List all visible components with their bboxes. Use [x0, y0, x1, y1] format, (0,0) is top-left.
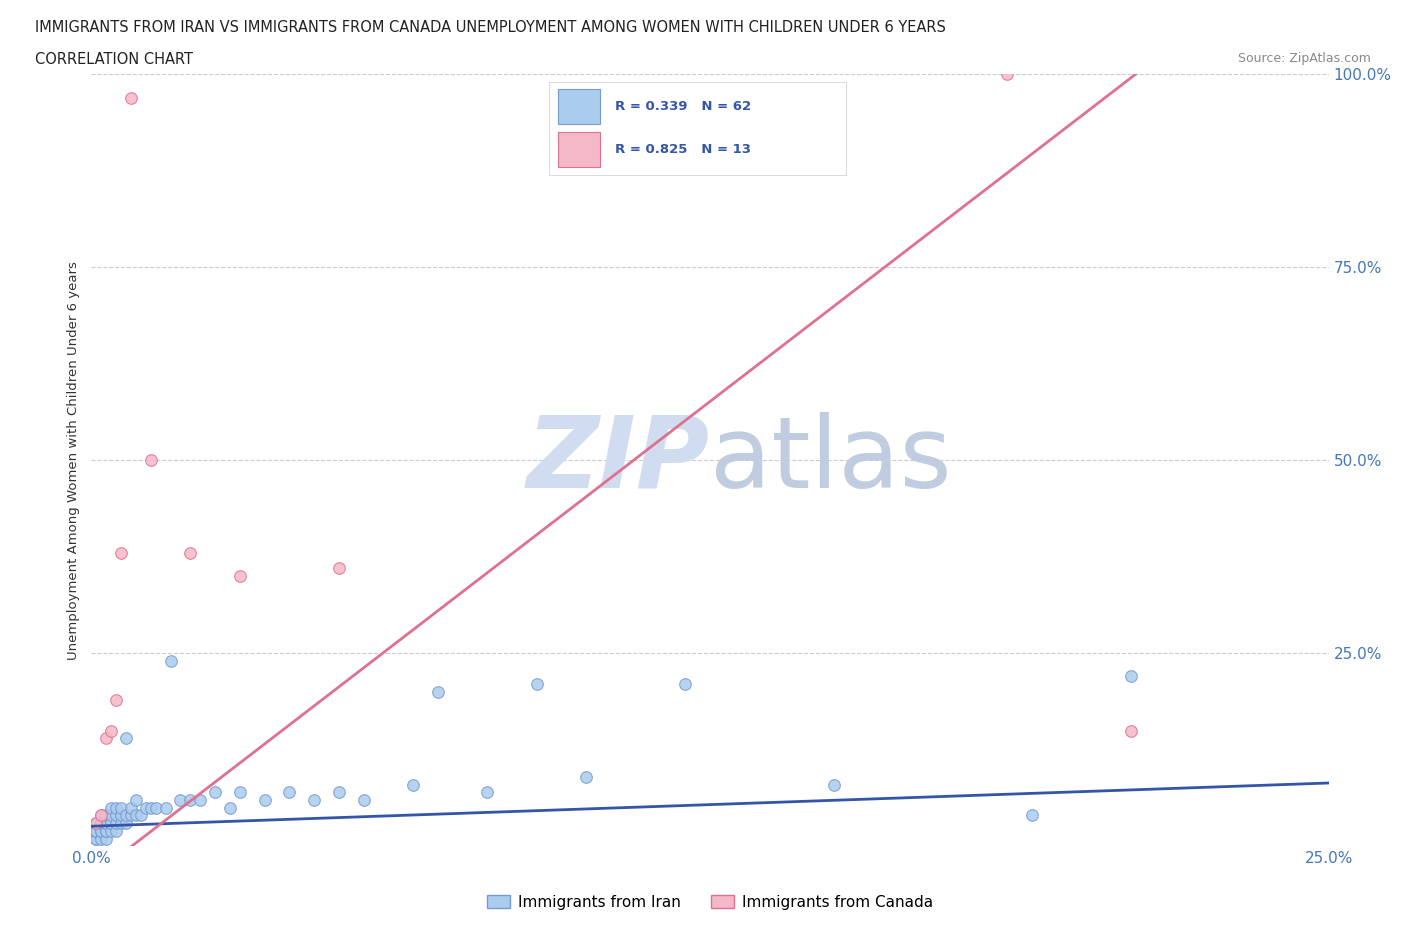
Point	[86, 831, 108, 846]
Point	[90, 816, 112, 830]
Point	[1021, 808, 1043, 823]
Point	[402, 777, 425, 792]
Point	[105, 816, 128, 830]
Point	[125, 808, 148, 823]
Point	[96, 731, 118, 746]
Point	[673, 677, 696, 692]
Point	[219, 800, 242, 815]
Point	[96, 823, 118, 838]
Point	[90, 823, 112, 838]
Point	[229, 785, 252, 800]
Point	[155, 800, 177, 815]
Text: Source: ZipAtlas.com: Source: ZipAtlas.com	[1237, 52, 1371, 65]
Point	[120, 808, 142, 823]
Point	[86, 816, 108, 830]
Point	[278, 785, 301, 800]
Point	[86, 823, 108, 838]
Point	[129, 808, 152, 823]
Point	[204, 785, 226, 800]
Point	[159, 654, 181, 669]
Point	[100, 800, 122, 815]
Point	[135, 800, 157, 815]
Point	[96, 816, 118, 830]
Y-axis label: Unemployment Among Women with Children Under 6 years: Unemployment Among Women with Children U…	[67, 261, 80, 659]
Point	[115, 731, 138, 746]
Point	[253, 792, 276, 807]
Point	[526, 677, 548, 692]
Point	[115, 808, 138, 823]
Point	[90, 831, 112, 846]
Point	[96, 808, 118, 823]
Point	[120, 90, 142, 105]
Point	[86, 823, 108, 838]
Legend: Immigrants from Iran, Immigrants from Canada: Immigrants from Iran, Immigrants from Ca…	[481, 888, 939, 916]
Point	[96, 823, 118, 838]
Point	[328, 561, 350, 576]
Point	[823, 777, 845, 792]
Point	[110, 800, 132, 815]
Point	[353, 792, 375, 807]
Point	[179, 546, 201, 561]
Text: IMMIGRANTS FROM IRAN VS IMMIGRANTS FROM CANADA UNEMPLOYMENT AMONG WOMEN WITH CHI: IMMIGRANTS FROM IRAN VS IMMIGRANTS FROM …	[35, 20, 946, 35]
Point	[1119, 724, 1142, 738]
Point	[96, 816, 118, 830]
Point	[145, 800, 167, 815]
Point	[90, 816, 112, 830]
Point	[110, 808, 132, 823]
Point	[575, 769, 598, 784]
Text: ZIP: ZIP	[527, 412, 710, 509]
Point	[229, 569, 252, 584]
Point	[110, 546, 132, 561]
Point	[139, 453, 162, 468]
Point	[120, 800, 142, 815]
Point	[90, 823, 112, 838]
Point	[302, 792, 325, 807]
Point	[426, 684, 449, 699]
Point	[105, 692, 128, 707]
Point	[90, 808, 112, 823]
Text: atlas: atlas	[710, 412, 952, 509]
Point	[110, 816, 132, 830]
Point	[995, 67, 1018, 82]
Point	[100, 823, 122, 838]
Point	[100, 808, 122, 823]
Point	[100, 816, 122, 830]
Point	[179, 792, 201, 807]
Point	[115, 816, 138, 830]
Point	[105, 823, 128, 838]
Point	[125, 792, 148, 807]
Point	[86, 831, 108, 846]
Point	[96, 831, 118, 846]
Point	[105, 808, 128, 823]
Point	[90, 808, 112, 823]
Point	[86, 816, 108, 830]
Point	[477, 785, 499, 800]
Point	[139, 800, 162, 815]
Point	[100, 816, 122, 830]
Point	[105, 800, 128, 815]
Point	[188, 792, 211, 807]
Text: CORRELATION CHART: CORRELATION CHART	[35, 52, 193, 67]
Point	[1119, 669, 1142, 684]
Point	[328, 785, 350, 800]
Point	[169, 792, 191, 807]
Point	[100, 724, 122, 738]
